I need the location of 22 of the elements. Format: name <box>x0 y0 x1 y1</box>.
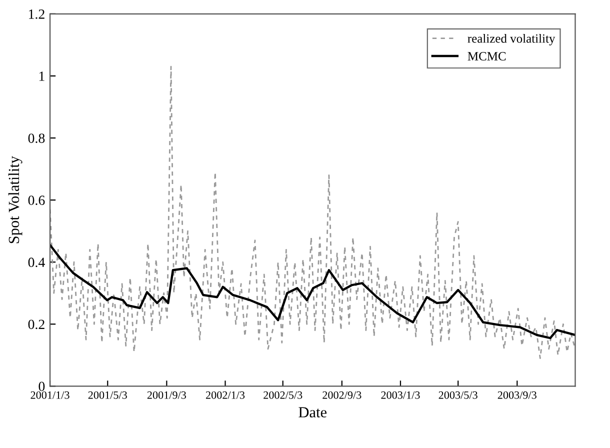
y-tick-label: 1 <box>39 72 44 81</box>
x-tick-label: 2001/9/3 <box>147 391 186 399</box>
x-tick-label: 2002/9/3 <box>322 391 362 399</box>
x-tick-label: 2001/5/3 <box>88 391 127 399</box>
x-tick-label: 2002/5/3 <box>264 391 302 399</box>
y-tick-label: 0.8 <box>28 134 45 143</box>
y-tick-label: 0.6 <box>28 196 45 206</box>
x-tick-label: 2003/9/3 <box>498 391 536 399</box>
x-tick-label: 2001/1/3 <box>30 391 70 399</box>
line-series <box>50 244 576 340</box>
x-tick-label: 2002/1/3 <box>206 391 245 399</box>
y-tick-label: 0.4 <box>28 258 45 268</box>
legend-label: realized volatility <box>468 34 556 46</box>
y-axis-title: Spot Volatility <box>8 156 22 244</box>
x-tick-label: 2003/1/3 <box>381 391 420 399</box>
x-tick-label: 2003/5/3 <box>438 391 478 399</box>
x-axis-title: Date <box>298 407 327 418</box>
line-series <box>50 66 576 359</box>
y-tick-label: 1.2 <box>29 10 44 19</box>
legend-label: MCMC <box>468 52 506 60</box>
y-tick-label: 0.2 <box>28 320 44 330</box>
y-tick-label: 0 <box>38 382 45 392</box>
